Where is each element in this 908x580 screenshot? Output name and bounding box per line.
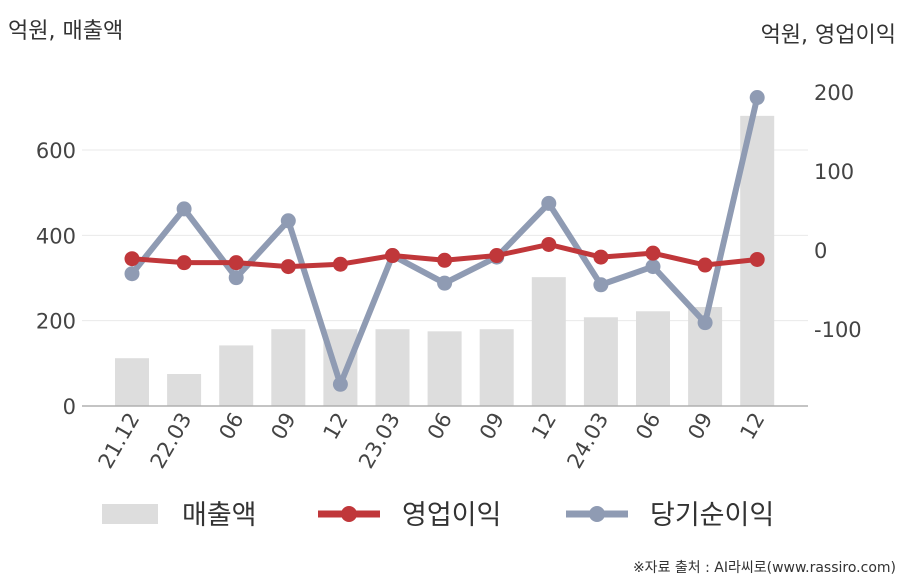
operating-profit-point bbox=[541, 236, 557, 252]
left-axis-ticks: 0 200 400 600 bbox=[36, 139, 76, 419]
revenue-bars bbox=[115, 115, 775, 406]
x-tick-label: 24.03 bbox=[562, 409, 613, 473]
source-text: ※자료 출처 : AI라씨로(www.rassiro.com) bbox=[633, 560, 896, 576]
left-axis-title: 억원, 매출액 bbox=[8, 19, 123, 44]
legend-marker-operating-profit bbox=[341, 506, 357, 522]
revenue-bar bbox=[531, 277, 566, 406]
operating-profit-point bbox=[697, 257, 713, 273]
net-income-point bbox=[541, 195, 557, 211]
x-axis-ticks: 21.12 22.03 06 09 12 23.03 06 09 12 24.03 06 09 12 bbox=[93, 409, 769, 473]
legend-label-revenue: 매출액 bbox=[182, 500, 257, 531]
net-income-point bbox=[124, 266, 140, 282]
right-tick-label: 200 bbox=[814, 81, 854, 105]
right-tick-label: 0 bbox=[814, 239, 827, 263]
right-axis-title: 억원, 영업이익 bbox=[761, 23, 896, 48]
operating-profit-point bbox=[593, 249, 609, 265]
operating-profit-point bbox=[124, 251, 140, 267]
x-tick-label: 06 bbox=[214, 409, 248, 444]
legend-swatch-revenue bbox=[102, 504, 158, 524]
right-tick-label: -100 bbox=[814, 318, 862, 342]
net-income-point bbox=[749, 90, 765, 106]
left-tick-label: 0 bbox=[63, 395, 76, 419]
legend-label-operating-profit: 영업이익 bbox=[402, 500, 501, 531]
x-tick-label: 23.03 bbox=[354, 409, 405, 473]
x-tick-label: 12 bbox=[319, 409, 353, 444]
gridlines bbox=[82, 149, 808, 322]
legend-marker-net-income bbox=[589, 506, 605, 522]
x-tick-label: 09 bbox=[683, 409, 717, 444]
net-income-point bbox=[593, 277, 609, 293]
revenue-bar bbox=[375, 329, 410, 406]
operating-profit-point bbox=[332, 256, 348, 272]
operating-profit-point bbox=[437, 252, 453, 268]
x-tick-label: 12 bbox=[735, 409, 769, 444]
net-income-point bbox=[176, 201, 192, 217]
revenue-bar bbox=[427, 331, 462, 406]
net-income-point bbox=[228, 270, 244, 286]
x-tick-label: 09 bbox=[266, 409, 300, 444]
left-tick-label: 400 bbox=[36, 224, 76, 248]
series-lines bbox=[124, 90, 765, 392]
operating-profit-point bbox=[280, 259, 296, 275]
operating-profit-point bbox=[749, 251, 765, 267]
revenue-bar bbox=[583, 317, 618, 406]
left-tick-label: 600 bbox=[36, 139, 76, 163]
x-tick-label: 06 bbox=[423, 409, 457, 444]
left-tick-label: 200 bbox=[36, 310, 76, 334]
operating-profit-point bbox=[228, 255, 244, 271]
legend: 매출액 영업이익 당기순이익 bbox=[102, 500, 774, 531]
x-tick-label: 09 bbox=[475, 409, 509, 444]
revenue-bar bbox=[115, 358, 149, 406]
right-axis-ticks: 200 100 0 -100 bbox=[814, 81, 862, 342]
net-income-point bbox=[332, 376, 348, 392]
net-income-point bbox=[280, 213, 296, 229]
right-tick-label: 100 bbox=[814, 160, 854, 184]
revenue-bar bbox=[636, 311, 670, 406]
x-tick-label: 06 bbox=[631, 409, 665, 444]
revenue-bar bbox=[219, 345, 254, 406]
revenue-bar bbox=[271, 329, 306, 406]
net-income-point bbox=[697, 315, 713, 331]
legend-label-net-income: 당기순이익 bbox=[650, 500, 774, 531]
x-tick-label: 12 bbox=[527, 409, 561, 444]
operating-profit-point bbox=[645, 245, 661, 261]
net-income-point bbox=[645, 259, 661, 275]
operating-profit-point bbox=[385, 248, 400, 264]
x-tick-label: 22.03 bbox=[146, 409, 197, 473]
revenue-bar bbox=[167, 374, 202, 406]
revenue-bar bbox=[479, 329, 514, 406]
net-income-point bbox=[437, 275, 453, 291]
x-tick-label: 21.12 bbox=[93, 409, 144, 473]
operating-profit-point bbox=[176, 255, 192, 271]
operating-profit-point bbox=[489, 248, 505, 264]
